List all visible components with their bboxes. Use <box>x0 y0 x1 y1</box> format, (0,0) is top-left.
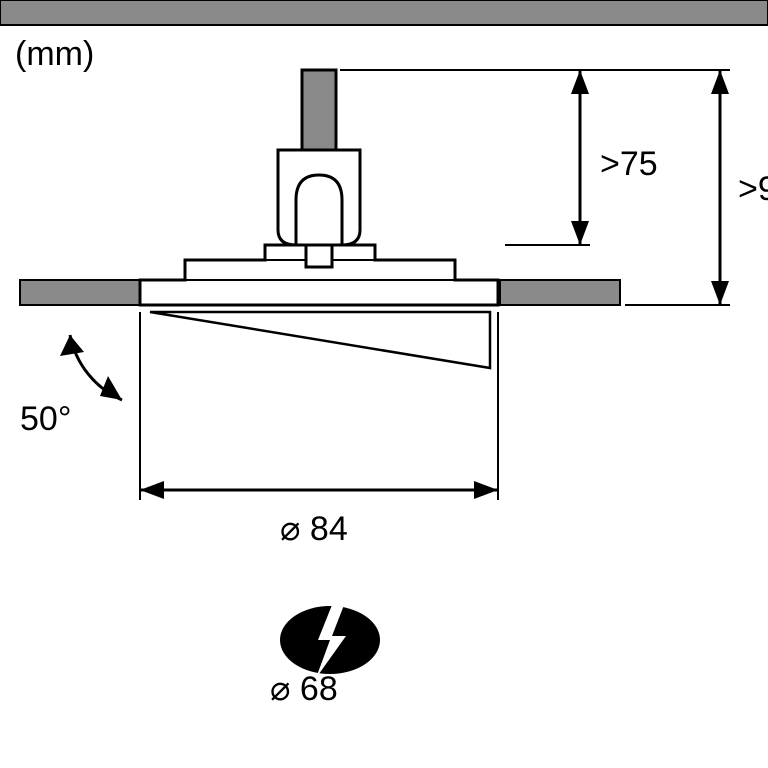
depth-outer-label: >90 <box>738 170 768 208</box>
tilt-outline <box>150 312 490 368</box>
ceiling-right <box>500 280 620 305</box>
dimension-diagram: (mm) 50° ⌀ 84 <box>0 0 768 768</box>
angle-label: 50° <box>20 400 71 438</box>
unit-label: (mm) <box>15 35 94 73</box>
face-diameter-label: ⌀ 84 <box>280 510 348 548</box>
angle-arc <box>60 335 122 400</box>
depth-inner-label: >75 <box>600 145 658 183</box>
cutout-icon <box>280 605 380 678</box>
cutout-diameter-label: ⌀ 68 <box>270 670 338 708</box>
top-bar <box>0 0 768 25</box>
dim-depth-inner <box>340 70 730 245</box>
dim-depth-outer <box>625 70 730 305</box>
ceiling-left <box>20 280 140 305</box>
socket-assembly <box>278 70 360 267</box>
